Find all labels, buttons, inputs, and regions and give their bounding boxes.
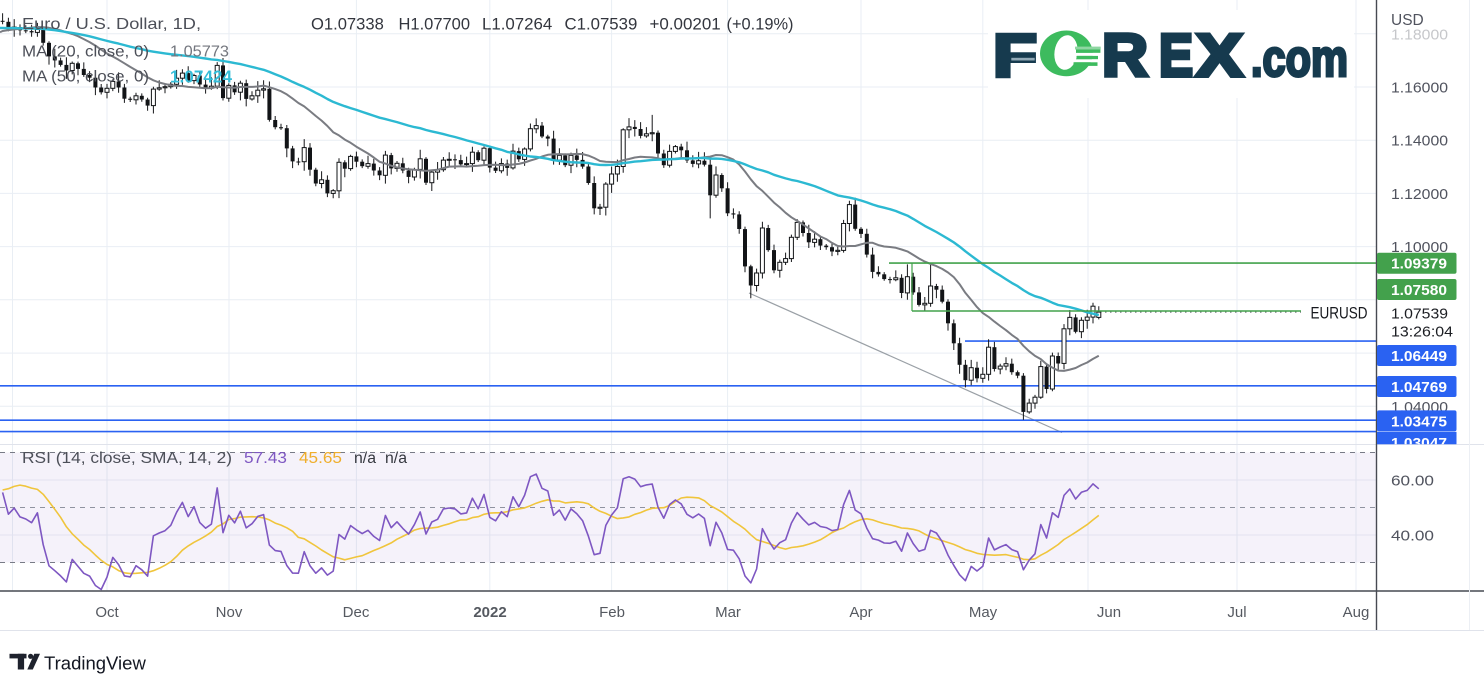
svg-text:Nov: Nov bbox=[216, 604, 243, 621]
svg-text:MA (50, close, 0): MA (50, close, 0) bbox=[22, 69, 149, 86]
svg-text:45.65: 45.65 bbox=[299, 450, 342, 467]
svg-text:+0.00201: +0.00201 bbox=[650, 16, 721, 34]
svg-text:1.06449: 1.06449 bbox=[1391, 348, 1447, 365]
svg-text:n/a: n/a bbox=[385, 450, 407, 467]
svg-text:1.07424: 1.07424 bbox=[170, 67, 232, 87]
svg-text:1.14000: 1.14000 bbox=[1391, 133, 1448, 150]
svg-text:Feb: Feb bbox=[599, 604, 625, 621]
svg-text:May: May bbox=[969, 604, 998, 621]
svg-text:F: F bbox=[993, 22, 1037, 89]
svg-text:1.10000: 1.10000 bbox=[1391, 239, 1448, 256]
svg-text:MA (20, close, 0): MA (20, close, 0) bbox=[22, 44, 149, 61]
svg-text:2022: 2022 bbox=[473, 604, 506, 621]
svg-text:1.04769: 1.04769 bbox=[1391, 379, 1447, 396]
svg-text:.com: .com bbox=[1251, 30, 1348, 88]
svg-text:1.03475: 1.03475 bbox=[1391, 413, 1447, 430]
svg-text:1.07539: 1.07539 bbox=[1391, 306, 1448, 323]
svg-text:57.43: 57.43 bbox=[244, 450, 287, 467]
svg-text:60.00: 60.00 bbox=[1391, 473, 1434, 490]
svg-text:O1.07338: O1.07338 bbox=[311, 16, 384, 34]
svg-text:1.07580: 1.07580 bbox=[1391, 282, 1447, 299]
svg-text:1.16000: 1.16000 bbox=[1391, 80, 1448, 97]
svg-text:(+0.19%): (+0.19%) bbox=[727, 16, 794, 34]
svg-text:13:26:04: 13:26:04 bbox=[1391, 324, 1453, 341]
svg-text:1.09379: 1.09379 bbox=[1391, 256, 1447, 273]
svg-text:C1.07539: C1.07539 bbox=[565, 16, 638, 34]
svg-text:Jun: Jun bbox=[1097, 604, 1121, 621]
svg-text:EURUSD: EURUSD bbox=[1311, 304, 1368, 323]
svg-text:1.18000: 1.18000 bbox=[1391, 26, 1448, 43]
svg-text:Euro / U.S. Dollar, 1D,: Euro / U.S. Dollar, 1D, bbox=[22, 16, 201, 33]
svg-text:Aug: Aug bbox=[1343, 604, 1370, 621]
svg-text:R: R bbox=[1102, 22, 1148, 89]
svg-text:40.00: 40.00 bbox=[1391, 528, 1434, 545]
svg-text:n/a: n/a bbox=[354, 450, 376, 467]
svg-text:X: X bbox=[1196, 22, 1243, 89]
svg-text:Mar: Mar bbox=[715, 604, 741, 621]
svg-text:Dec: Dec bbox=[343, 604, 370, 621]
svg-text:E: E bbox=[1159, 22, 1193, 89]
svg-text:TradingView: TradingView bbox=[44, 653, 146, 674]
svg-text:L1.07264: L1.07264 bbox=[482, 16, 552, 34]
svg-text:Jul: Jul bbox=[1227, 604, 1246, 621]
svg-text:1.03047: 1.03047 bbox=[1391, 435, 1447, 452]
svg-text:Apr: Apr bbox=[849, 604, 872, 621]
svg-text:Oct: Oct bbox=[95, 604, 119, 621]
svg-text:RSI (14, close, SMA, 14, 2): RSI (14, close, SMA, 14, 2) bbox=[22, 450, 232, 467]
svg-text:H1.07700: H1.07700 bbox=[399, 16, 471, 34]
svg-text:1.12000: 1.12000 bbox=[1391, 186, 1448, 203]
svg-text:USD: USD bbox=[1391, 12, 1424, 29]
svg-text:1.05773: 1.05773 bbox=[170, 44, 229, 61]
